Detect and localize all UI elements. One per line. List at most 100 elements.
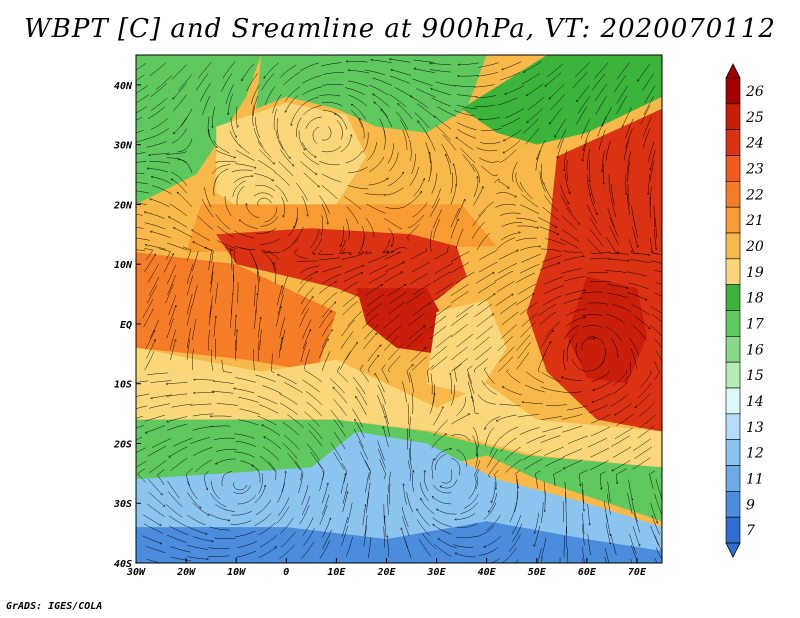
streamline	[274, 171, 290, 187]
streamline	[525, 128, 540, 145]
streamline	[567, 547, 569, 563]
streamline	[165, 283, 174, 304]
streamline	[261, 73, 275, 91]
streamline	[346, 206, 359, 224]
streamline	[259, 535, 278, 548]
streamline	[582, 546, 585, 563]
streamline	[456, 523, 478, 529]
colorbar: 26 25 24 23 22 21 20 19 18 17 16 15 14 13 12 11 9 7	[725, 63, 764, 558]
streamline	[433, 218, 441, 239]
streamline	[298, 472, 304, 494]
streamline	[262, 385, 282, 394]
streamline	[147, 168, 168, 173]
streamline	[385, 325, 402, 341]
streamline	[545, 72, 562, 87]
lon-tick-label: 50E	[528, 567, 547, 578]
lat-tick-label: 30N	[113, 141, 133, 152]
streamline	[258, 473, 263, 494]
streamline	[171, 171, 187, 186]
streamline	[221, 73, 232, 92]
streamline	[192, 413, 214, 417]
streamline	[476, 314, 494, 327]
streamline	[319, 282, 336, 294]
streamline	[654, 338, 662, 349]
streamline	[429, 325, 447, 340]
streamline	[208, 305, 213, 326]
streamline	[187, 544, 208, 550]
streamline	[612, 460, 631, 470]
streamline	[478, 261, 498, 273]
streamline	[167, 242, 187, 251]
streamline	[323, 110, 343, 119]
streamline	[355, 387, 368, 406]
streamline	[432, 497, 452, 505]
streamline	[319, 339, 328, 359]
streamline	[451, 414, 469, 425]
streamline	[296, 260, 318, 262]
streamline	[564, 481, 567, 503]
streamline	[635, 393, 651, 407]
streamline	[476, 147, 498, 152]
streamline	[602, 150, 605, 172]
streamline	[192, 502, 209, 515]
streamline	[544, 195, 558, 212]
streamline	[488, 493, 498, 512]
streamline	[589, 251, 611, 254]
streamline	[257, 197, 272, 206]
streamline	[281, 275, 289, 296]
region-south-atlantic-tan	[136, 347, 662, 468]
streamline	[148, 479, 162, 495]
streamline	[378, 448, 387, 469]
streamline	[630, 249, 650, 255]
streamline	[594, 62, 609, 79]
colorbar-label: 18	[746, 291, 764, 307]
streamline	[589, 257, 611, 260]
streamline	[542, 206, 560, 221]
streamline	[485, 416, 501, 430]
streamline	[367, 537, 372, 559]
streamline	[655, 281, 662, 285]
streamline	[319, 311, 331, 329]
streamline	[186, 275, 194, 296]
streamline	[273, 108, 278, 130]
streamline	[235, 377, 256, 383]
streamline	[563, 250, 584, 254]
streamline	[250, 84, 260, 105]
streamline	[216, 458, 236, 464]
streamline	[151, 177, 172, 184]
streamline	[475, 346, 492, 361]
streamline	[368, 273, 388, 284]
streamline	[217, 225, 235, 238]
streamline	[479, 117, 500, 119]
streamline	[451, 434, 471, 441]
streamline	[580, 469, 588, 486]
streamline	[210, 271, 214, 293]
streamline	[411, 153, 416, 174]
streamline	[615, 402, 633, 415]
streamline	[301, 287, 315, 305]
streamline	[382, 404, 389, 425]
lat-tick-label: 30S	[113, 499, 132, 510]
colorbar-swatch	[725, 155, 741, 182]
streamline	[147, 284, 158, 304]
streamline	[490, 558, 500, 563]
streamline	[430, 230, 433, 252]
streamline	[502, 547, 517, 563]
colorbar-label: 15	[746, 368, 764, 384]
streamline	[606, 237, 619, 252]
streamline	[192, 536, 213, 542]
streamline	[283, 382, 303, 393]
streamline	[574, 62, 590, 78]
streamline	[303, 528, 315, 547]
streamline	[589, 160, 590, 182]
streamline	[457, 129, 477, 139]
streamline	[341, 319, 355, 337]
colorbar-top-arrow	[725, 63, 741, 79]
streamline	[450, 184, 456, 205]
streamline	[406, 492, 414, 513]
streamline	[479, 141, 501, 144]
streamline	[236, 541, 257, 549]
streamline	[505, 85, 525, 95]
streamline	[503, 129, 522, 141]
streamline	[150, 199, 170, 208]
